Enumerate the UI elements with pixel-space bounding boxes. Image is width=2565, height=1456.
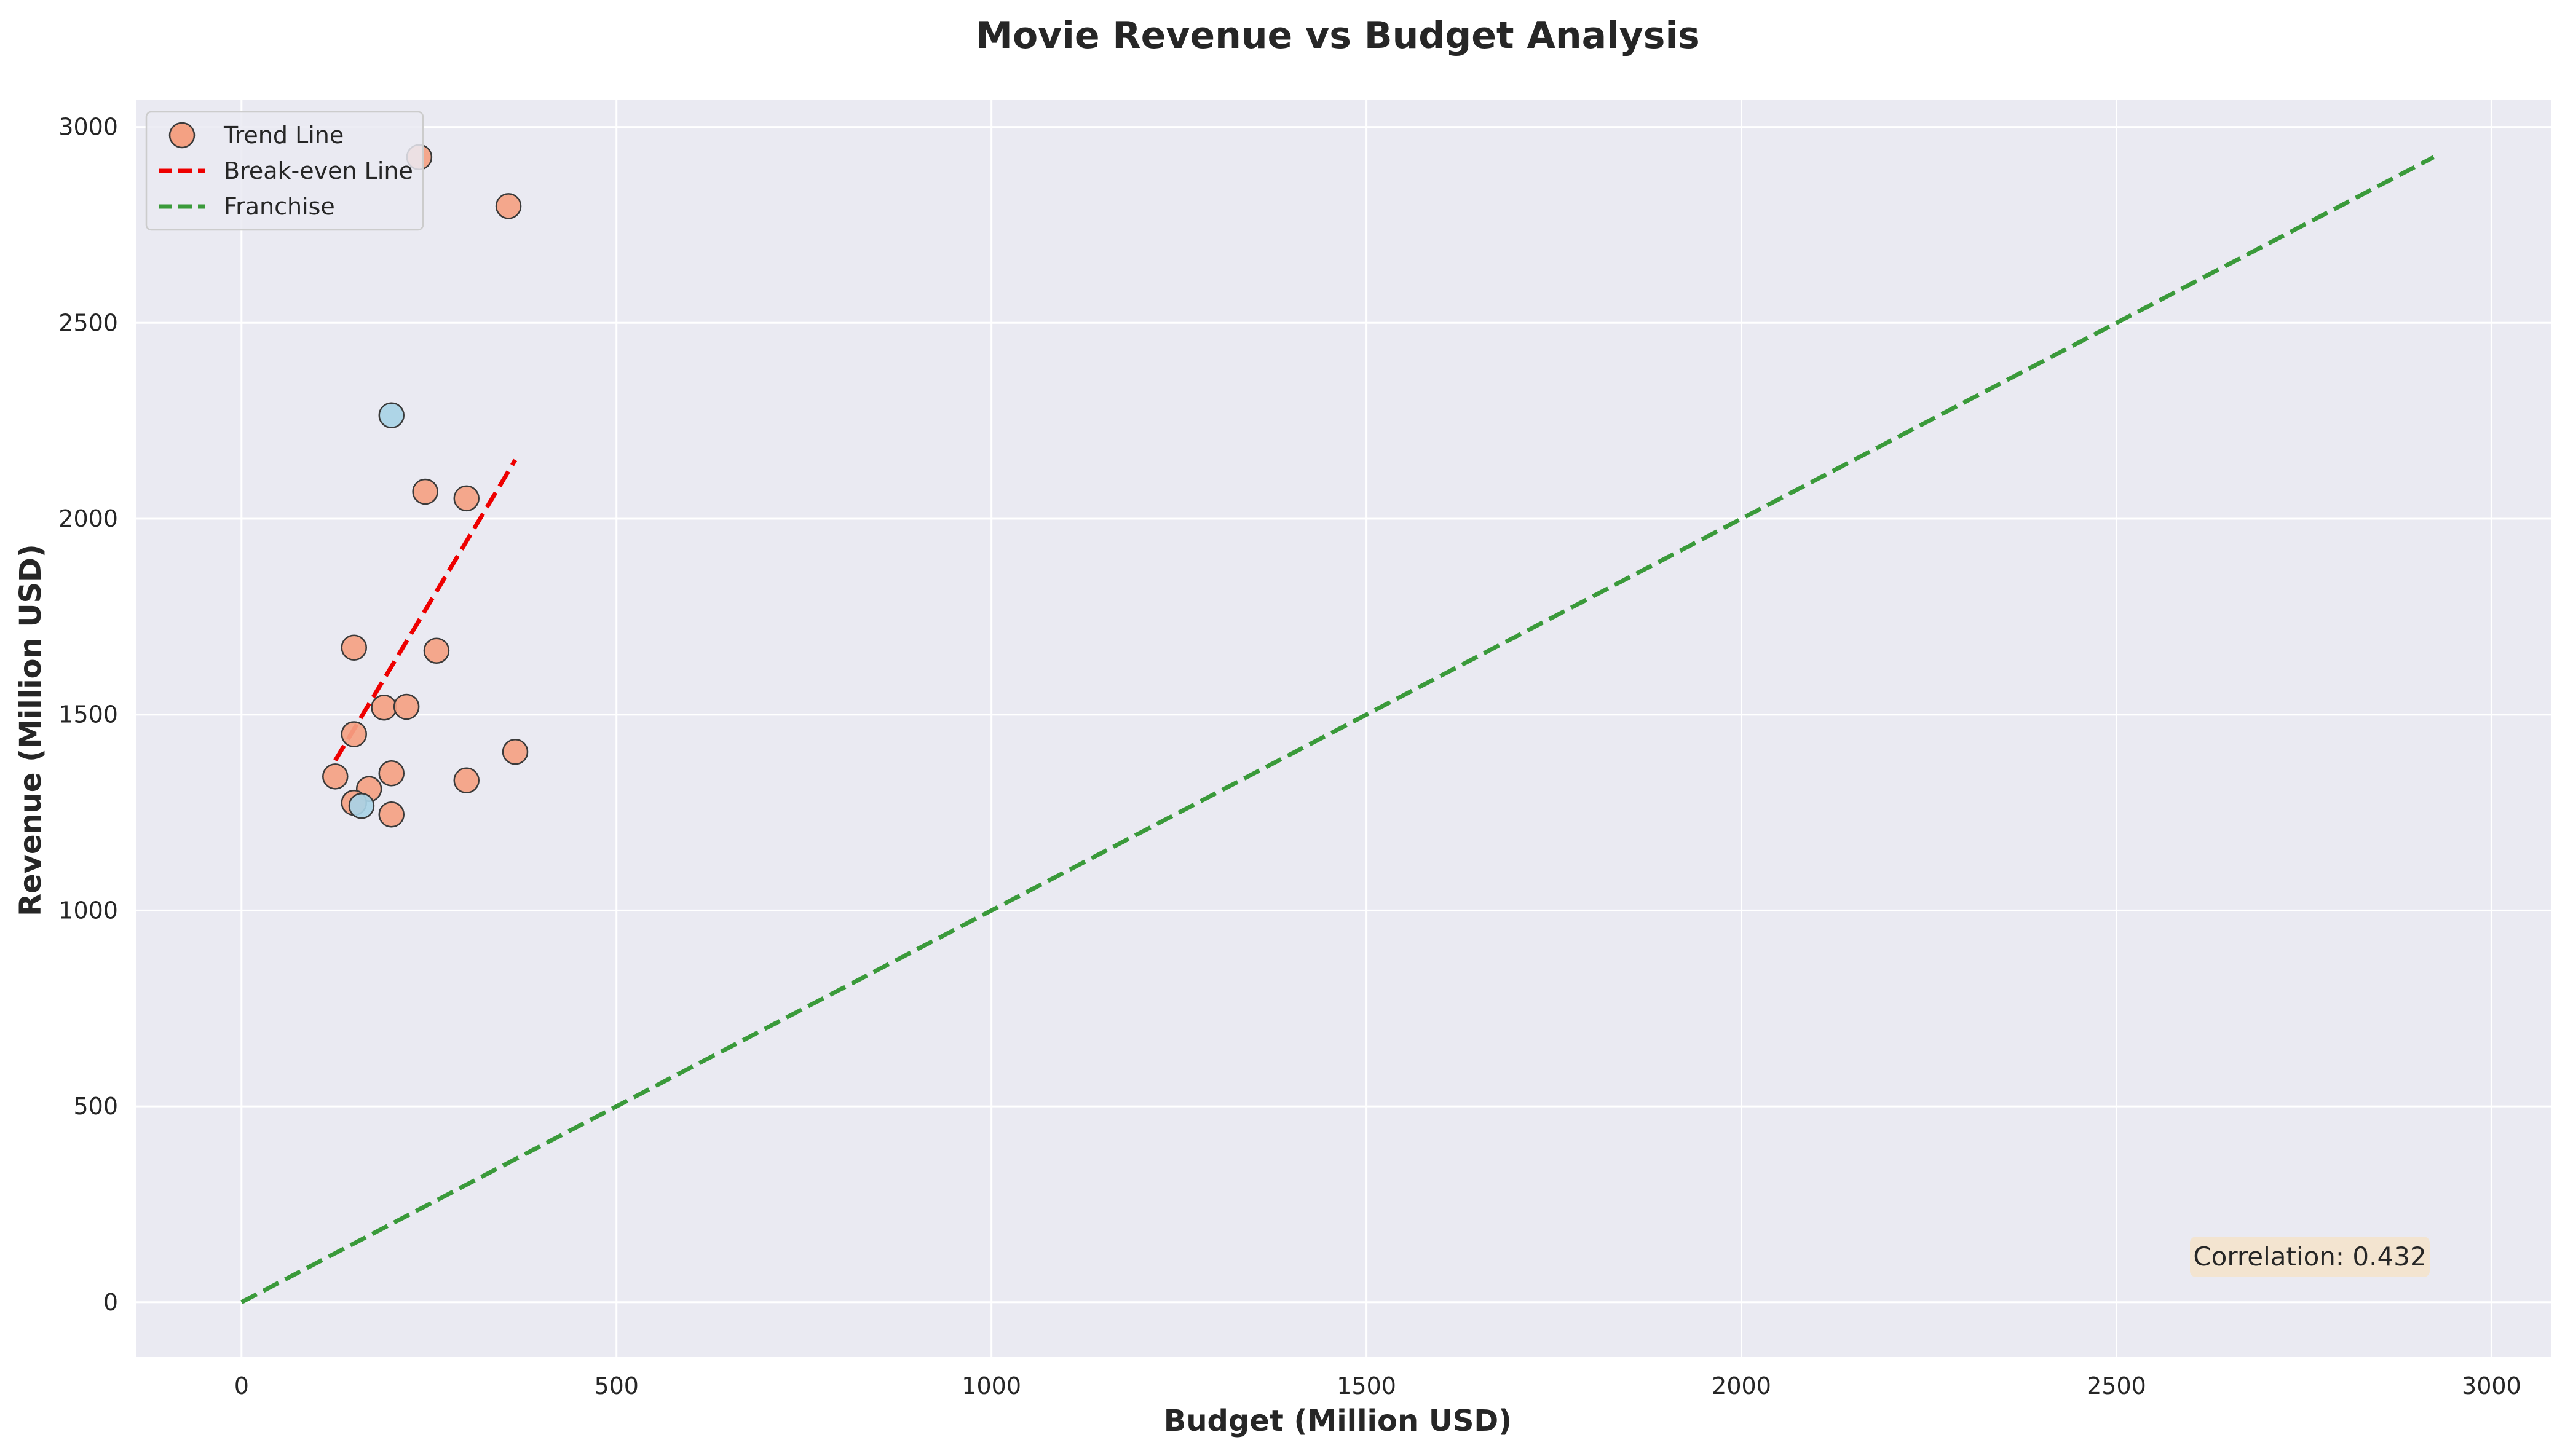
correlation-text: Correlation: 0.432 bbox=[2193, 1242, 2426, 1272]
y-tick-label: 0 bbox=[103, 1289, 118, 1316]
legend-label: Franchise bbox=[224, 193, 335, 220]
x-tick-label: 2500 bbox=[2087, 1372, 2146, 1399]
legend-box bbox=[145, 111, 424, 231]
correlation-annotation: Correlation: 0.432 bbox=[2190, 1237, 2430, 1277]
y-tick-label: 1500 bbox=[58, 701, 118, 728]
y-tick-label: 500 bbox=[73, 1093, 118, 1120]
line-series bbox=[240, 155, 2435, 1304]
x-tick-label: 500 bbox=[594, 1372, 639, 1399]
scatter-point bbox=[371, 694, 397, 721]
x-tick-label: 3000 bbox=[2462, 1372, 2521, 1399]
scatter-point bbox=[502, 738, 529, 765]
scatter-point bbox=[393, 693, 420, 720]
scatter-point bbox=[495, 193, 522, 219]
line-break-even-line bbox=[333, 458, 518, 762]
tick-labels: 0 500 1000 1500 2000 2500 3000 0 500 1000 1500 2000… bbox=[58, 114, 2521, 1399]
scatter-point bbox=[322, 763, 349, 790]
scatter-point bbox=[453, 485, 480, 512]
scatter-point bbox=[341, 721, 368, 747]
line-franchise bbox=[240, 155, 2435, 1304]
y-tick-label: 1000 bbox=[58, 897, 118, 924]
scatter-point bbox=[423, 637, 450, 664]
y-tick-label: 3000 bbox=[58, 114, 118, 141]
x-tick-label: 1000 bbox=[962, 1372, 1021, 1399]
annotation-box bbox=[2190, 1237, 2430, 1277]
grid bbox=[136, 100, 2551, 1357]
scatter-point bbox=[341, 634, 368, 661]
scatter-point bbox=[412, 478, 438, 505]
legend-marker-point bbox=[168, 122, 196, 149]
legend: Trend Line Break-even Line Franchise bbox=[145, 111, 424, 231]
y-axis-label: Revenue (Million USD) bbox=[14, 544, 48, 916]
scatter-point bbox=[378, 760, 405, 787]
scatter-point bbox=[378, 801, 405, 828]
scatter-point bbox=[453, 767, 480, 794]
scatter-point-highlight bbox=[378, 402, 405, 428]
y-tick-label: 2500 bbox=[58, 309, 118, 336]
legend-label: Break-even Line bbox=[224, 157, 413, 184]
legend-label: Trend Line bbox=[223, 122, 344, 149]
x-tick-label: 2000 bbox=[1712, 1372, 1771, 1399]
scatter-point-highlight bbox=[348, 792, 375, 819]
x-tick-label: 1500 bbox=[1337, 1372, 1396, 1399]
x-tick-label: 0 bbox=[234, 1372, 249, 1399]
chart-title: Movie Revenue vs Budget Analysis bbox=[976, 14, 1700, 57]
x-axis-label: Budget (Million USD) bbox=[1164, 1404, 1512, 1438]
y-tick-label: 2000 bbox=[58, 505, 118, 532]
